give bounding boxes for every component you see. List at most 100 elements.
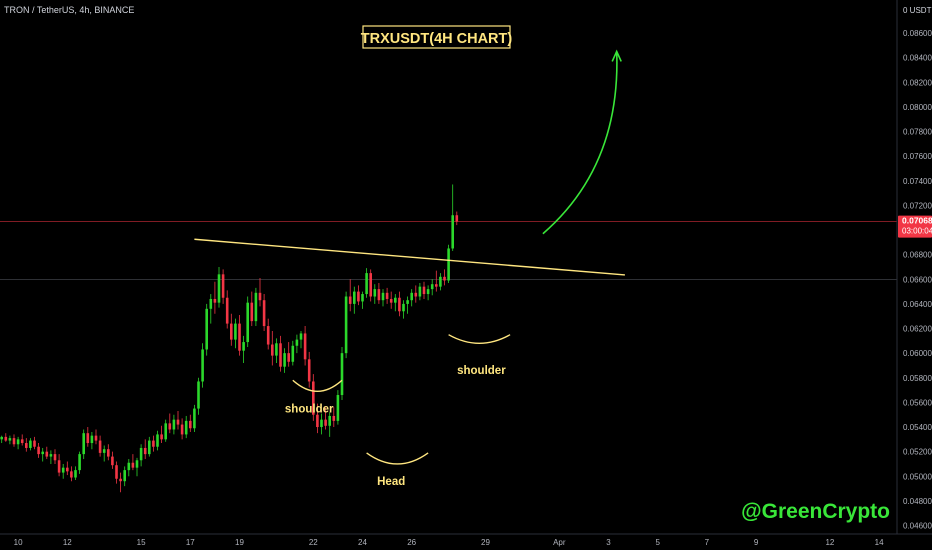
time-axis[interactable]: 10 12 15 17 19 22 24 26 29 Apr 3 5 7 9 12 14 bbox=[0, 533, 932, 547]
candle-body bbox=[45, 451, 49, 457]
candle-body bbox=[135, 460, 139, 468]
candle-body bbox=[74, 470, 77, 478]
x-tick-label: 12 bbox=[63, 538, 72, 547]
candle-body bbox=[8, 438, 12, 441]
candle-body bbox=[365, 273, 368, 295]
candle-body bbox=[230, 323, 233, 340]
candle-body bbox=[152, 440, 155, 447]
x-tick-label: 15 bbox=[137, 538, 146, 547]
x-tick-label: 24 bbox=[358, 538, 367, 547]
price-tag-background bbox=[898, 215, 932, 238]
candle-body bbox=[242, 342, 245, 351]
candle-body bbox=[0, 436, 3, 440]
candle-body bbox=[123, 470, 126, 482]
candles-layer bbox=[0, 184, 459, 493]
candle-body bbox=[164, 423, 167, 440]
pattern-label: shoulder bbox=[285, 403, 334, 415]
symbol-header: TRON / TetherUS, 4h, BINANCE bbox=[4, 5, 134, 15]
x-tick-label: 14 bbox=[875, 538, 884, 547]
pattern-arc bbox=[366, 452, 429, 465]
candle-body bbox=[283, 353, 286, 367]
currency-label: 0 USDT bbox=[903, 6, 932, 15]
candle-body bbox=[291, 345, 295, 362]
candle-body bbox=[66, 467, 69, 472]
x-tick-label: 12 bbox=[825, 538, 834, 547]
candle-body bbox=[16, 439, 20, 445]
y-tick-labels: 0.08600 0.08400 0.08200 0.08000 0.07800 0.076… bbox=[903, 29, 932, 531]
candle-body bbox=[369, 273, 372, 297]
candle-body bbox=[328, 415, 331, 426]
candle-body bbox=[430, 284, 434, 290]
candle-body bbox=[394, 297, 397, 303]
candle-body bbox=[25, 443, 28, 448]
x-tick-label: 17 bbox=[186, 538, 195, 547]
candle-body bbox=[37, 446, 40, 455]
candle-body bbox=[275, 343, 278, 356]
candle-body bbox=[53, 454, 57, 461]
candle-body bbox=[271, 344, 274, 356]
candle-body bbox=[353, 291, 356, 304]
candle-body bbox=[451, 215, 454, 249]
candle-body bbox=[426, 289, 430, 295]
candle-body bbox=[295, 339, 299, 346]
candle-body bbox=[4, 436, 8, 441]
candle-body bbox=[205, 308, 208, 350]
y-tick-label: 0.05200 bbox=[903, 448, 932, 457]
chart-title: TRXUSDT(4H CHART) bbox=[361, 31, 513, 47]
candle-body bbox=[111, 456, 114, 466]
candle-body bbox=[189, 420, 192, 429]
candle-body bbox=[168, 423, 172, 430]
candle-body bbox=[225, 297, 229, 324]
candle-body bbox=[246, 302, 249, 343]
price-axis[interactable]: 0 USDT 0.08600 0.08400 0.08200 0.08000 0.078… bbox=[896, 0, 932, 534]
candle-body bbox=[254, 292, 258, 322]
candle-body bbox=[86, 433, 90, 444]
candle-countdown: 03:00:04 bbox=[902, 227, 932, 236]
current-price-label: 0.07068 bbox=[902, 216, 932, 226]
breakout-arrow-shaft bbox=[542, 51, 618, 235]
drawings-layer: shoulder Head shoulder bbox=[194, 49, 625, 488]
neckline-trendline bbox=[194, 238, 625, 276]
y-tick-label: 0.07200 bbox=[903, 201, 932, 210]
candle-body bbox=[156, 434, 159, 447]
y-tick-label: 0.05600 bbox=[903, 398, 932, 407]
candle-body bbox=[443, 276, 446, 281]
candle-body bbox=[213, 298, 217, 303]
pattern-arc bbox=[448, 334, 511, 344]
x-tick-label: 7 bbox=[705, 538, 710, 547]
y-tick-label: 0.07600 bbox=[903, 152, 932, 161]
candle-body bbox=[94, 435, 98, 441]
candle-body bbox=[221, 274, 225, 298]
candle-body bbox=[176, 419, 180, 425]
candle-body bbox=[57, 460, 61, 473]
candle-body bbox=[143, 447, 147, 455]
candle-body bbox=[332, 415, 336, 421]
y-tick-label: 0.06600 bbox=[903, 275, 932, 284]
candle-body bbox=[303, 333, 307, 360]
candle-body bbox=[307, 359, 311, 382]
candle-body bbox=[439, 276, 442, 287]
candle-body bbox=[217, 274, 221, 303]
y-tick-label: 0.08200 bbox=[903, 78, 932, 87]
y-tick-label: 0.06800 bbox=[903, 251, 932, 260]
candle-body bbox=[127, 462, 131, 471]
candle-body bbox=[418, 286, 422, 297]
candle-body bbox=[201, 349, 204, 382]
candle-body bbox=[320, 419, 323, 428]
candle-body bbox=[357, 291, 360, 302]
candle-body bbox=[184, 420, 188, 435]
y-tick-label: 0.06000 bbox=[903, 349, 932, 358]
x-tick-labels: 10 12 15 17 19 22 24 26 29 Apr 3 5 7 9 12 14 bbox=[14, 538, 884, 547]
y-tick-label: 0.04800 bbox=[903, 497, 932, 506]
candle-body bbox=[410, 292, 413, 301]
pattern-label: shoulder bbox=[457, 365, 506, 377]
candle-body bbox=[279, 343, 282, 367]
candle-body bbox=[435, 284, 438, 287]
y-tick-label: 0.06200 bbox=[903, 325, 932, 334]
candle-body bbox=[41, 451, 44, 455]
candle-body bbox=[340, 353, 344, 396]
candle-body bbox=[316, 414, 319, 428]
candle-body bbox=[299, 333, 303, 340]
candle-body bbox=[336, 395, 340, 421]
